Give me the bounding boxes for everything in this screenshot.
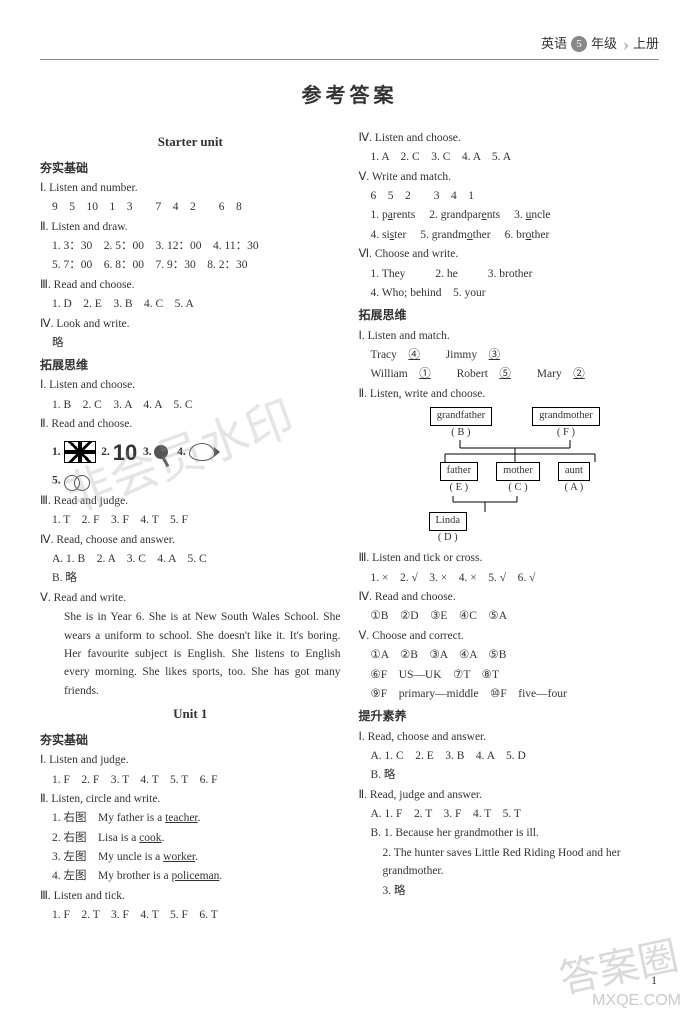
- u1-I-ans: 1. F 2. F 3. T 4. T 5. T 6. F: [40, 771, 341, 789]
- tree-father: father: [440, 462, 478, 481]
- l-II-r2: 5. 7：00 6. 8：00 7. 9：30 8. 2：30: [40, 256, 341, 274]
- rb-V-r2: ⑥F US—UK ⑦T ⑧T: [359, 666, 660, 684]
- u1-II-2: 2. 右图 Lisa is a cook.: [40, 829, 341, 847]
- lb-II-title: Ⅱ. Read and choose.: [40, 415, 341, 433]
- rc-I-B: B. 略: [359, 766, 660, 784]
- fish-icon: [189, 443, 215, 461]
- r-IV-title: Ⅳ. Listen and choose.: [359, 129, 660, 147]
- section-tuozhan: 拓展思维: [40, 356, 341, 375]
- rc-I-A: A. 1. C 2. E 3. B 4. A 5. D: [359, 747, 660, 765]
- rb-III-ans: 1. × 2. √ 3. × 4. × 5. √ 6. √: [359, 569, 660, 587]
- rb-V-r1: ①A ②B ③A ④A ⑤B: [359, 646, 660, 664]
- r-IV-ans: 1. A 2. C 3. C 4. A 5. A: [359, 148, 660, 166]
- r-V-title: Ⅴ. Write and match.: [359, 168, 660, 186]
- lb-I-title: Ⅰ. Listen and choose.: [40, 376, 341, 394]
- l-I-ans: 9 5 10 1 3 7 4 2 6 8: [40, 198, 341, 216]
- tree-grandmother: grandmother: [532, 407, 600, 426]
- header-volume: 上册: [633, 34, 659, 55]
- family-tree: grandfather( B ) grandmother( F ) father…: [371, 407, 660, 545]
- tree-lines-2: [405, 496, 625, 512]
- u1-II-1: 1. 右图 My father is a teacher.: [40, 809, 341, 827]
- lb-V-title: Ⅴ. Read and write.: [40, 589, 341, 607]
- tree-linda: Linda: [429, 512, 468, 531]
- page-number: 1: [651, 971, 657, 990]
- u1-III-ans: 1. F 2. T 3. F 4. T 5. F 6. T: [40, 906, 341, 924]
- l-II-r1: 1. 3：30 2. 5：00 3. 12：00 4. 11：30: [40, 237, 341, 255]
- lb-IV-A: A. 1. B 2. A 3. C 4. A 5. C: [40, 550, 341, 568]
- rc-II-B1: B. 1. Because her grandmother is ill.: [359, 824, 660, 842]
- tree-grandfather: grandfather: [430, 407, 492, 426]
- r-VI-r2: 4. Who; behind 5. your: [359, 284, 660, 302]
- lb-III-title: Ⅲ. Read and judge.: [40, 492, 341, 510]
- header-divider: [40, 59, 659, 60]
- rc-II-B3: 3. 略: [359, 882, 660, 900]
- section-jiashi: 夯实基础: [40, 159, 341, 178]
- rc-II-A: A. 1. F 2. T 3. F 4. T 5. T: [359, 805, 660, 823]
- rb-V-r3: ⑨F primary—middle ⑩F five—four: [359, 685, 660, 703]
- unit1-title: Unit 1: [40, 704, 341, 725]
- u1-II-3: 3. 左图 My uncle is a worker.: [40, 848, 341, 866]
- rb-III-title: Ⅲ. Listen and tick or cross.: [359, 549, 660, 567]
- watermark-brand: 答案圈: [554, 924, 685, 1012]
- lb-IV-title: Ⅳ. Read, choose and answer.: [40, 531, 341, 549]
- page-header: 英语 5 年级 ›› 上册: [40, 30, 659, 59]
- rb-II-title: Ⅱ. Listen, write and choose.: [359, 385, 660, 403]
- rb-I-row1: Tracy ④ Jimmy ③: [359, 346, 660, 364]
- starter-unit-title: Starter unit: [40, 132, 341, 153]
- main-title: 参考答案: [40, 80, 659, 112]
- rc-II-title: Ⅱ. Read, judge and answer.: [359, 786, 660, 804]
- lb-I-ans: 1. B 2. C 3. A 4. A 5. C: [40, 396, 341, 414]
- lb-IV-B: B. 略: [40, 569, 341, 587]
- rb-IV-title: Ⅳ. Read and choose.: [359, 588, 660, 606]
- lb-II-icons2: 5.: [40, 471, 341, 491]
- lb-II-icons: 1. 2. 10 3. 4.: [40, 435, 341, 470]
- rb-IV-ans: ①B ②D ③E ④C ⑤A: [359, 607, 660, 625]
- rc-I-title: Ⅰ. Read, choose and answer.: [359, 728, 660, 746]
- tree-aunt: aunt: [558, 462, 590, 481]
- r-VI-title: Ⅵ. Choose and write.: [359, 245, 660, 263]
- lb-V-text: She is in Year 6. She is at New South Wa…: [40, 608, 341, 700]
- header-grade-circle: 5: [571, 36, 587, 52]
- r-V-r3: 4. sister 5. grandmother 6. brother: [359, 226, 660, 244]
- r-VI-r1: 1. They2. he3. brother: [359, 265, 660, 283]
- watermark-url: MXQE.COM: [592, 988, 681, 1014]
- header-grade-suffix: 年级: [591, 34, 617, 55]
- u1-sec-a: 夯实基础: [40, 731, 341, 750]
- l-IV-title: Ⅳ. Look and write.: [40, 315, 341, 333]
- u1-I-title: Ⅰ. Listen and judge.: [40, 751, 341, 769]
- header-subject: 英语: [541, 34, 567, 55]
- u1-II-4: 4. 左图 My brother is a policeman.: [40, 867, 341, 885]
- l-IV-ans: 略: [40, 334, 341, 352]
- l-III-title: Ⅲ. Read and choose.: [40, 276, 341, 294]
- l-III-ans: 1. D 2. E 3. B 4. C 5. A: [40, 295, 341, 313]
- number-ten-icon: 10: [113, 435, 137, 470]
- rb-V-title: Ⅴ. Choose and correct.: [359, 627, 660, 645]
- lb-III-ans: 1. T 2. F 3. F 4. T 5. F: [40, 511, 341, 529]
- tree-lines-1: [405, 440, 625, 462]
- flag-icon: [64, 441, 96, 463]
- r-V-r2: 1. parents 2. grandparents 3. uncle: [359, 206, 660, 224]
- l-I-title: Ⅰ. Listen and number.: [40, 179, 341, 197]
- apples-icon: [64, 471, 90, 491]
- right-column: Ⅳ. Listen and choose. 1. A 2. C 3. C 4. …: [359, 128, 660, 926]
- tree-mother: mother: [496, 462, 540, 481]
- rb-I-row2: William ① Robert ⑤ Mary ②: [359, 365, 660, 383]
- r-sec-c: 提升素养: [359, 707, 660, 726]
- rc-II-B2: 2. The hunter saves Little Red Riding Ho…: [359, 844, 660, 881]
- u1-III-title: Ⅲ. Listen and tick.: [40, 887, 341, 905]
- paddle-icon: [154, 445, 168, 459]
- left-column: Starter unit 夯实基础 Ⅰ. Listen and number. …: [40, 128, 341, 926]
- rb-I-title: Ⅰ. Listen and match.: [359, 327, 660, 345]
- u1-II-title: Ⅱ. Listen, circle and write.: [40, 790, 341, 808]
- r-sec-b: 拓展思维: [359, 306, 660, 325]
- l-II-title: Ⅱ. Listen and draw.: [40, 218, 341, 236]
- r-V-r1: 6 5 2 3 4 1: [359, 187, 660, 205]
